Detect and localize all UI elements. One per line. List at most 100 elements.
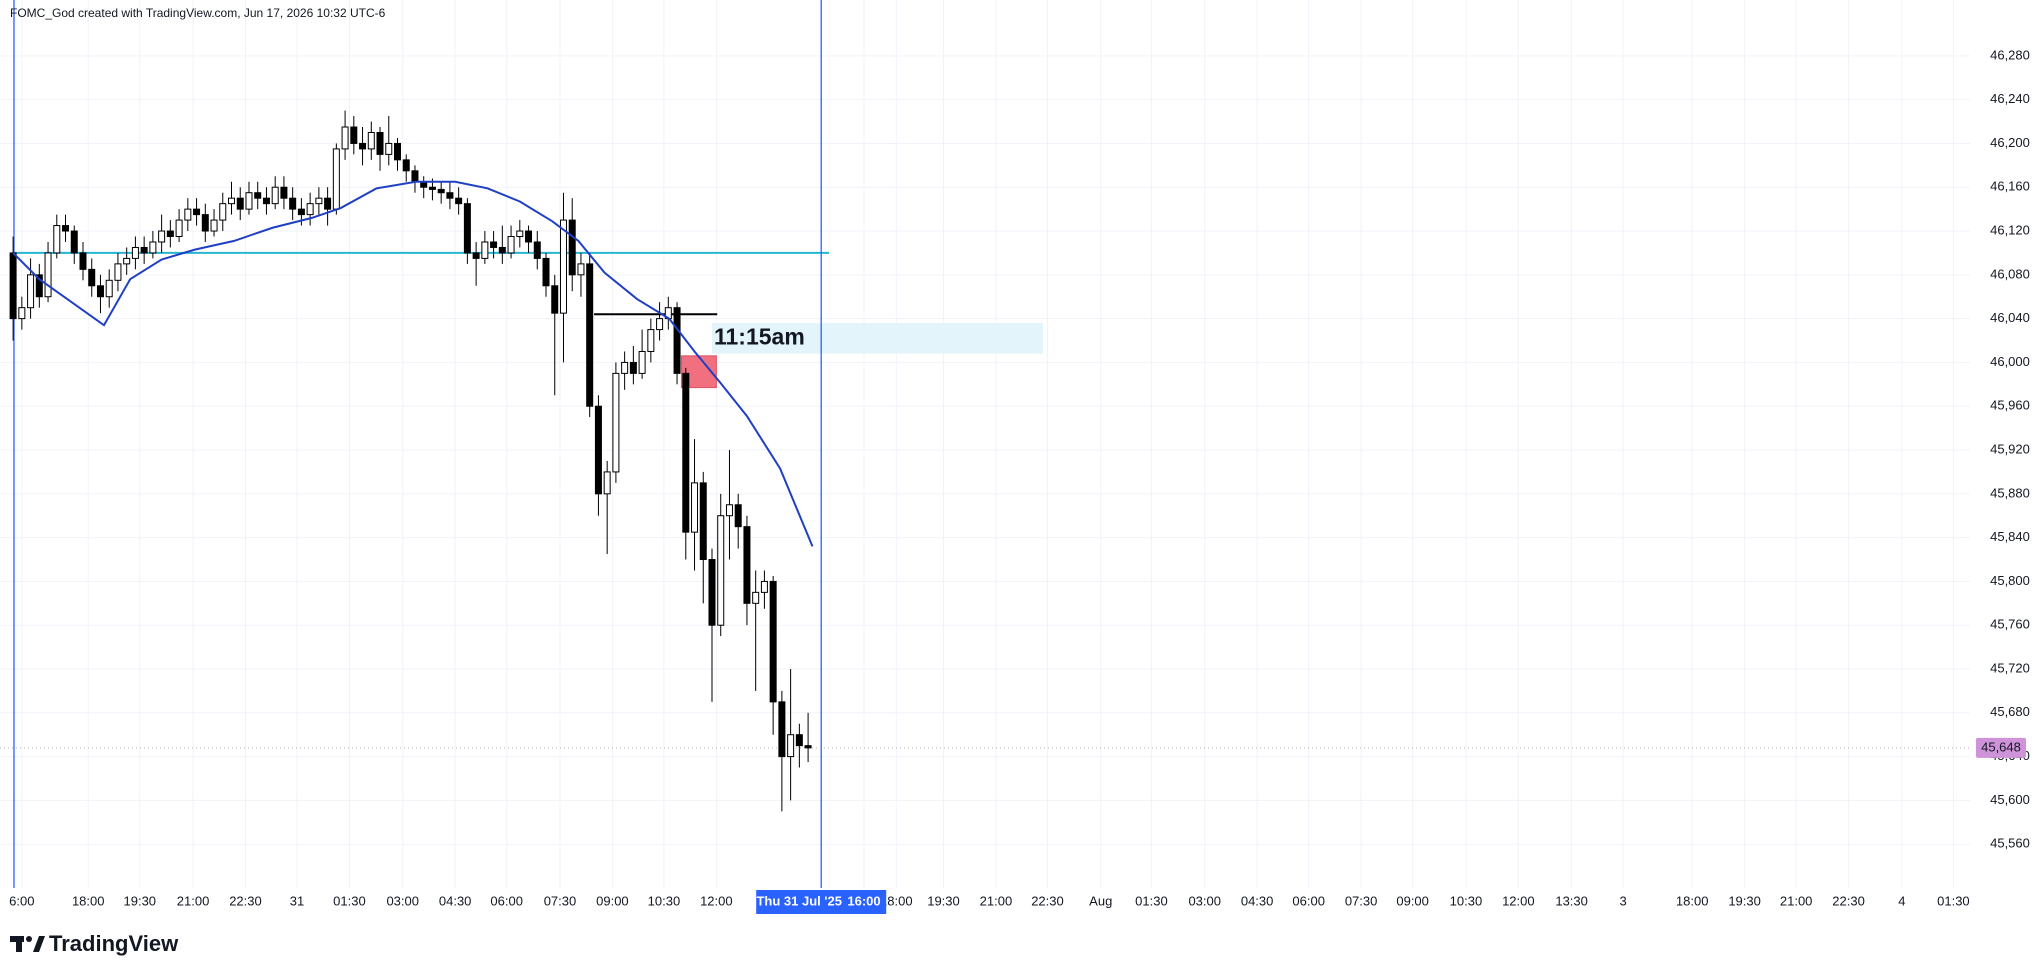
x-tick-label: 31 xyxy=(290,893,304,908)
candle-body xyxy=(280,186,288,199)
x-tick-label: 04:30 xyxy=(439,893,472,908)
y-tick-label: 46,160 xyxy=(1990,179,2030,194)
candle-body xyxy=(254,192,262,199)
x-tick-label: 3 xyxy=(1620,893,1627,908)
candle-body xyxy=(428,186,436,190)
candle-body xyxy=(210,219,218,232)
y-tick-label: 46,280 xyxy=(1990,47,2030,62)
candle-body xyxy=(228,197,236,205)
candle-body xyxy=(359,142,367,150)
x-tick-label: 03:00 xyxy=(386,893,419,908)
x-tick-label: 21:00 xyxy=(980,893,1013,908)
x-tick-label: 09:00 xyxy=(596,893,629,908)
candle-body xyxy=(236,197,244,210)
x-tick-label: 21:00 xyxy=(177,893,210,908)
candle-body xyxy=(481,241,489,259)
candle-body xyxy=(193,208,201,216)
candle-body xyxy=(446,192,454,199)
candle-body xyxy=(166,230,174,238)
candle-body xyxy=(131,246,139,259)
logo xyxy=(10,936,45,952)
y-tick-label: 46,000 xyxy=(1990,354,2030,369)
candle-body xyxy=(402,159,410,172)
y-tick-label: 45,680 xyxy=(1990,704,2030,719)
candle-body xyxy=(551,285,559,314)
candle-body xyxy=(638,350,646,374)
candle-body xyxy=(734,504,742,528)
x-tick-label: Aug xyxy=(1089,893,1112,908)
candle-body xyxy=(114,263,122,281)
x-tick-label: 12:00 xyxy=(1502,893,1535,908)
x-tick-label: 19:30 xyxy=(927,893,960,908)
candle-body xyxy=(699,482,707,561)
y-tick-label: 45,600 xyxy=(1990,792,2030,807)
crosshair-label: Thu 31 Jul '25 xyxy=(756,893,841,908)
footer-brand: TradingView xyxy=(49,931,179,956)
candle-body xyxy=(472,252,480,259)
candle-body xyxy=(367,131,375,150)
x-tick-label: 6:00 xyxy=(9,893,34,908)
last-price-label: 45,648 xyxy=(1981,739,2021,754)
y-tick-label: 45,720 xyxy=(1990,660,2030,675)
x-tick-label: 10:30 xyxy=(648,893,681,908)
candle-body xyxy=(612,372,620,473)
x-tick-label: 01:30 xyxy=(1937,893,1970,908)
candle-body xyxy=(525,230,533,243)
x-tick-label: 04:30 xyxy=(1241,893,1274,908)
last-price-box xyxy=(1976,737,2026,758)
candle-body xyxy=(149,241,157,254)
candle-body xyxy=(437,188,445,194)
candle-body xyxy=(804,745,812,749)
candle-body xyxy=(795,734,803,747)
candle-body xyxy=(455,197,463,205)
x-tick-label: 16:00 xyxy=(847,893,880,908)
x-tick-label: 06:00 xyxy=(490,893,523,908)
candle-body xyxy=(787,734,795,758)
x-tick-label: 07:30 xyxy=(1345,893,1378,908)
candle-body xyxy=(568,219,576,276)
candle-body xyxy=(297,208,305,216)
candle-body xyxy=(516,230,524,238)
logo-slash xyxy=(33,936,45,952)
candle-body xyxy=(393,142,401,161)
y-tick-label: 45,960 xyxy=(1990,398,2030,413)
candle-body xyxy=(262,197,270,205)
candle-body xyxy=(647,329,655,352)
x-tick-label: 03:00 xyxy=(1188,893,1221,908)
y-tick-label: 45,560 xyxy=(1990,836,2030,851)
logo-stem xyxy=(16,936,22,952)
plot-area: 45,56045,60045,64045,68045,72045,76045,8… xyxy=(0,0,2030,908)
header: FOMC_God created with TradingView.com, J… xyxy=(10,6,386,20)
candle-body xyxy=(498,246,506,254)
zone-label: 11:15am xyxy=(714,323,805,349)
candle-body xyxy=(752,591,760,604)
candle-body xyxy=(289,197,297,210)
x-tick-label: 22:30 xyxy=(229,893,262,908)
candle-body xyxy=(708,559,716,626)
x-tick-label: 18:00 xyxy=(1676,893,1709,908)
candle-body xyxy=(88,268,96,287)
x-tick-label: 06:00 xyxy=(1292,893,1325,908)
candle-body xyxy=(577,263,585,276)
y-tick-label: 45,880 xyxy=(1990,485,2030,500)
candle-body xyxy=(656,318,664,331)
candle-body xyxy=(123,257,131,265)
candle-body xyxy=(376,131,384,155)
y-tick-label: 45,760 xyxy=(1990,617,2030,632)
x-tick-label: 19:30 xyxy=(1728,893,1761,908)
x-tick-label: 4 xyxy=(1898,893,1905,908)
candle-body xyxy=(271,186,279,205)
zone-box xyxy=(711,323,1044,354)
candle-body xyxy=(9,252,17,320)
candle-body xyxy=(201,214,209,232)
candle-body xyxy=(673,307,681,374)
y-tick-label: 45,920 xyxy=(1990,441,2030,456)
x-tick-label: 18:00 xyxy=(880,893,913,908)
moving-average-line xyxy=(12,180,814,547)
candle-body xyxy=(760,580,768,593)
x-tick-label: 01:30 xyxy=(1135,893,1168,908)
x-tick-label: 07:30 xyxy=(544,893,577,908)
candle-body xyxy=(542,257,550,287)
